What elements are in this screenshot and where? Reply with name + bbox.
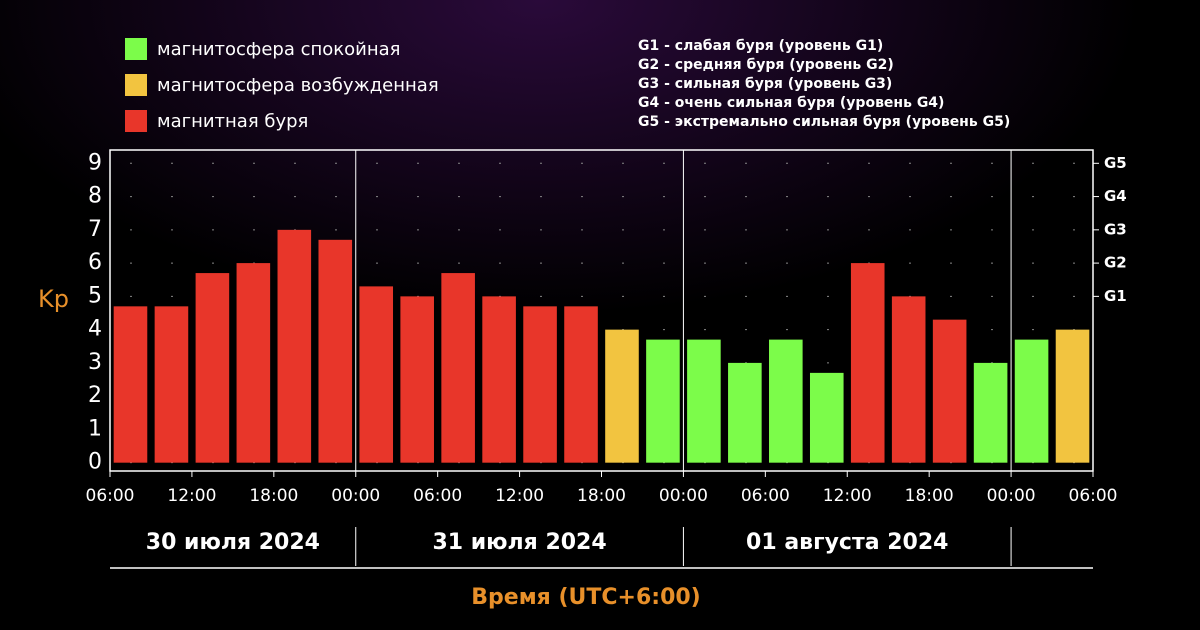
- bar: [769, 339, 803, 463]
- bar: [400, 296, 434, 463]
- y-axis-label: Kp: [38, 285, 69, 313]
- y-tick-label: 8: [88, 184, 102, 209]
- bar: [646, 339, 680, 463]
- date-label: 31 июля 2024: [432, 530, 606, 555]
- x-tick-label: 06:00: [741, 486, 790, 506]
- bar: [441, 273, 475, 463]
- bar: [154, 306, 189, 463]
- date-label: 01 августа 2024: [746, 530, 948, 555]
- bar: [318, 239, 353, 463]
- y-tick-label: 6: [88, 250, 102, 275]
- x-tick-label: 18:00: [249, 486, 298, 506]
- x-tick-label: 06:00: [413, 486, 462, 506]
- x-tick-label: 06:00: [86, 486, 135, 506]
- bar: [1055, 329, 1090, 463]
- bar: [482, 296, 516, 463]
- bar: [359, 286, 394, 463]
- bar: [809, 372, 844, 463]
- bar: [236, 263, 271, 463]
- storm-level: G1 - слабая буря (уровень G1): [638, 38, 883, 54]
- bar: [605, 329, 639, 463]
- storm-level: G2 - средняя буря (уровень G2): [638, 57, 894, 73]
- y-tick-label: 5: [88, 283, 102, 308]
- x-tick-label: 12:00: [495, 486, 544, 506]
- y-tick-label: 9: [88, 150, 102, 175]
- legend-label: магнитосфера спокойная: [157, 39, 400, 60]
- bar: [1014, 339, 1049, 463]
- bar: [113, 306, 148, 463]
- y-tick-label: 2: [88, 383, 102, 408]
- bar: [850, 263, 885, 463]
- bar: [195, 273, 230, 463]
- y-tick-label: 0: [88, 450, 102, 475]
- legend-swatch: [125, 74, 147, 96]
- x-tick-label: 06:00: [1069, 486, 1118, 506]
- y2-tick-label: G4: [1104, 187, 1127, 205]
- y2-tick-label: G2: [1104, 254, 1127, 272]
- x-tick-label: 00:00: [659, 486, 708, 506]
- x-tick-label: 12:00: [823, 486, 872, 506]
- legend-label: магнитосфера возбужденная: [157, 75, 439, 96]
- date-label: 30 июля 2024: [146, 530, 320, 555]
- bar: [277, 229, 312, 463]
- bar: [687, 339, 721, 463]
- x-tick-label: 18:00: [577, 486, 626, 506]
- x-tick-label: 00:00: [331, 486, 380, 506]
- legend-swatch: [125, 110, 147, 132]
- bar: [891, 296, 926, 463]
- x-tick-label: 12:00: [167, 486, 216, 506]
- y-tick-label: 4: [88, 317, 102, 342]
- bar: [523, 306, 557, 463]
- bar: [932, 319, 967, 463]
- bar: [728, 362, 762, 463]
- y2-tick-label: G3: [1104, 220, 1127, 238]
- storm-level: G5 - экстремально сильная буря (уровень …: [638, 114, 1010, 130]
- y-tick-label: 1: [88, 416, 102, 441]
- bar: [973, 362, 1008, 463]
- x-tick-label: 00:00: [987, 486, 1036, 506]
- legend-label: магнитная буря: [157, 111, 308, 132]
- storm-level: G4 - очень сильная буря (уровень G4): [638, 95, 944, 111]
- y2-tick-label: G1: [1104, 287, 1127, 305]
- storm-level: G3 - сильная буря (уровень G3): [638, 76, 892, 92]
- y2-tick-label: G5: [1104, 154, 1127, 172]
- x-tick-label: 18:00: [905, 486, 954, 506]
- legend-swatch: [125, 38, 147, 60]
- y-tick-label: 7: [88, 217, 102, 242]
- y-tick-label: 3: [88, 350, 102, 375]
- x-axis-label: Время (UTC+6:00): [471, 585, 701, 610]
- bar: [564, 306, 598, 463]
